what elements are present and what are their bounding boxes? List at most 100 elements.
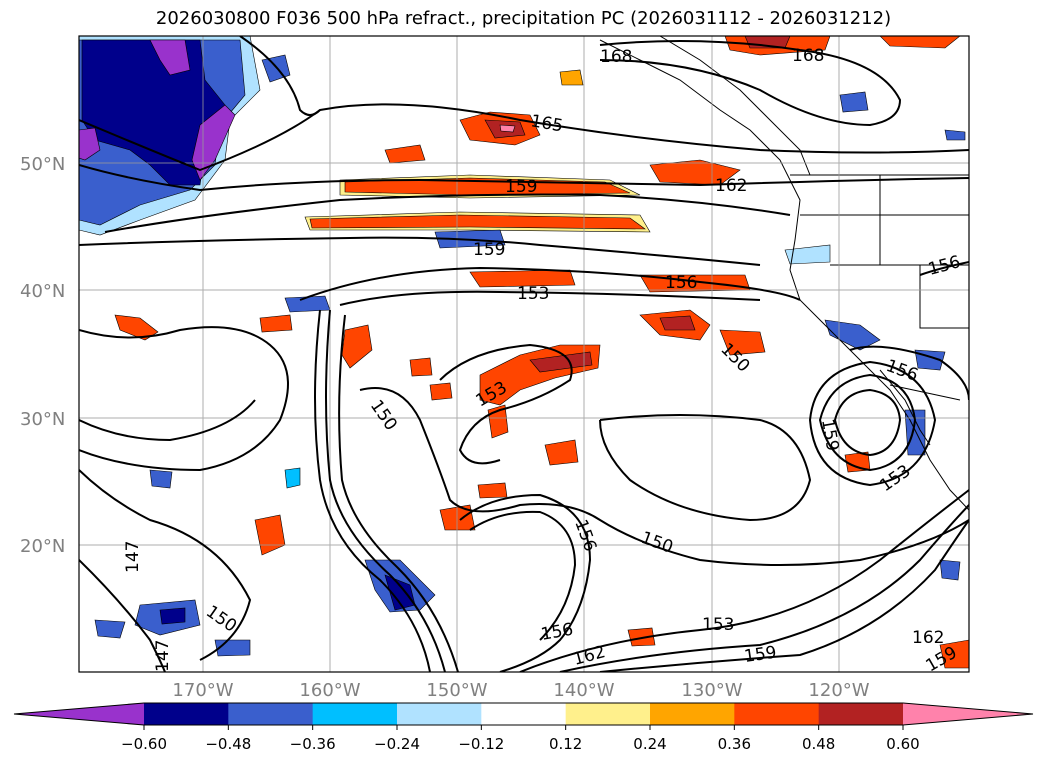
lat-label-40n: 40°N	[20, 281, 65, 302]
contour-147	[79, 559, 166, 672]
north-america-coast-2	[659, 36, 811, 176]
contour-label-159-d: 159	[743, 643, 778, 667]
contour-label-153-d: 153	[702, 615, 734, 635]
positive-patch-nw-1	[384, 144, 426, 164]
colorbar-tick-label: 0.60	[886, 735, 919, 753]
colorbar-tick-labels: −0.60 −0.48 −0.36 −0.24 −0.12 0.12 0.24 0.36 0.4…	[121, 725, 920, 753]
colorbar-segment	[312, 703, 398, 725]
positive-patch-top-2	[879, 36, 961, 49]
colorbar-tick-label: 0.24	[633, 735, 666, 753]
refractivity-contours	[79, 36, 969, 672]
colorbar-segment	[481, 703, 567, 725]
lon-label-130w: 130°W	[681, 680, 742, 701]
lat-label-20n: 20°N	[20, 536, 65, 557]
contour-west-1	[79, 326, 289, 472]
colorbar-segment	[734, 703, 820, 725]
contour-central-loop	[439, 343, 573, 465]
colorbar-segment	[565, 703, 651, 725]
contour-outer-west-3	[338, 314, 459, 672]
lon-label-150w: 150°W	[426, 680, 487, 701]
colorbar-tick-label: −0.60	[121, 735, 167, 753]
colorbar-segment	[228, 703, 314, 725]
positive-patch-mid-1	[469, 269, 576, 288]
negative-patch-sw-4	[284, 467, 301, 489]
contour-west-2	[79, 399, 256, 442]
lon-label-170w: 170°W	[172, 680, 233, 701]
colorbar-tick-label: 0.12	[549, 735, 582, 753]
map-title: 2026030800 F036 500 hPa refract., precip…	[155, 8, 892, 29]
positive-patch-mid-4	[719, 329, 766, 356]
colorbar-tick-label: −0.36	[290, 735, 336, 753]
negative-region-nw-purple	[149, 39, 191, 76]
negative-patch-se-4	[939, 559, 961, 581]
north-america-coast	[599, 39, 969, 511]
positive-patch-ne	[649, 159, 741, 186]
contour-ring-3	[808, 360, 937, 487]
colorbar-tick-label: 0.48	[802, 735, 835, 753]
negative-patch-coast-1	[784, 244, 831, 265]
contour-label-162-c: 162	[912, 628, 944, 648]
colorbar: −0.60 −0.48 −0.36 −0.24 −0.12 0.12 0.24 0.36 0.4…	[13, 702, 1034, 753]
negative-patch-se-5	[944, 129, 966, 141]
negative-patch-ne-1	[839, 91, 869, 113]
contour-label-156-a: 156	[665, 273, 697, 293]
positive-patch-top-3	[559, 69, 584, 86]
contour-south-3	[599, 519, 969, 672]
colorbar-tick-label: −0.24	[374, 735, 420, 753]
colorbar-segment	[818, 703, 904, 725]
contour-east-1	[599, 414, 812, 522]
map-frame	[78, 35, 970, 673]
contour-label-168-b: 168	[600, 47, 632, 67]
negative-patch-sw-2-core	[159, 607, 186, 625]
colorbar-segment	[650, 703, 735, 725]
contour-label-159-a: 159	[505, 177, 537, 197]
contour-159-b	[79, 236, 761, 266]
gridlines	[79, 36, 969, 672]
contour-outer-west-2	[325, 309, 446, 672]
longitude-labels: 170°W 160°W 150°W 140°W 130°W 120°W	[172, 680, 869, 701]
contour-se-156	[849, 345, 969, 401]
contour-ring-1	[818, 373, 917, 472]
negative-patch-sw-3	[149, 469, 173, 489]
precipitation-shading	[79, 36, 969, 669]
lon-label-120w: 120°W	[808, 680, 869, 701]
contour-ne-156	[919, 261, 969, 276]
contour-label-159-b: 159	[473, 240, 505, 260]
positive-patch-central-4	[429, 382, 453, 401]
latitude-labels: 50°N 40°N 30°N 20°N	[20, 154, 65, 557]
positive-cluster-central-core	[529, 351, 593, 373]
positive-patch-central-3	[409, 357, 433, 377]
positive-patch-south-1	[544, 439, 579, 466]
contour-ring-2	[833, 388, 902, 457]
colorbar-arrow-left	[14, 703, 144, 725]
contour-west-3	[79, 469, 252, 661]
contour-label-153-a: 153	[517, 284, 549, 304]
negative-patch-se-3	[904, 409, 926, 456]
contour-156	[299, 266, 801, 301]
negative-patch-sw-5	[94, 619, 126, 639]
positive-band-south	[309, 214, 646, 230]
positive-patch-south-2	[477, 482, 508, 499]
contour-156-south	[459, 493, 592, 672]
contour-label-147-b: 147	[153, 640, 173, 672]
contour-150-loop	[359, 387, 969, 566]
contour-label-168-a: 168	[792, 46, 824, 66]
contour-153-south	[469, 510, 577, 641]
negative-region-nw-purple-3	[79, 127, 101, 161]
contour-153	[339, 290, 761, 306]
colorbar-arrow-right	[903, 703, 1033, 725]
contour-south-1	[519, 489, 969, 672]
lat-label-30n: 30°N	[20, 409, 65, 430]
lon-label-140w: 140°W	[553, 680, 614, 701]
contour-label-147-a: 147	[123, 541, 143, 573]
positive-patch-north-1-pink	[499, 124, 516, 133]
contour-162	[79, 164, 969, 192]
lon-label-160w: 160°W	[299, 680, 360, 701]
colorbar-tick-label: −0.12	[458, 735, 504, 753]
positive-patch-se-2	[939, 639, 969, 669]
contour-159	[104, 193, 791, 233]
colorbar-segments	[144, 703, 904, 725]
negative-patch-ocean-2	[284, 295, 331, 313]
contour-south-2	[559, 504, 969, 672]
positive-patch-mid-3-core	[659, 315, 696, 331]
